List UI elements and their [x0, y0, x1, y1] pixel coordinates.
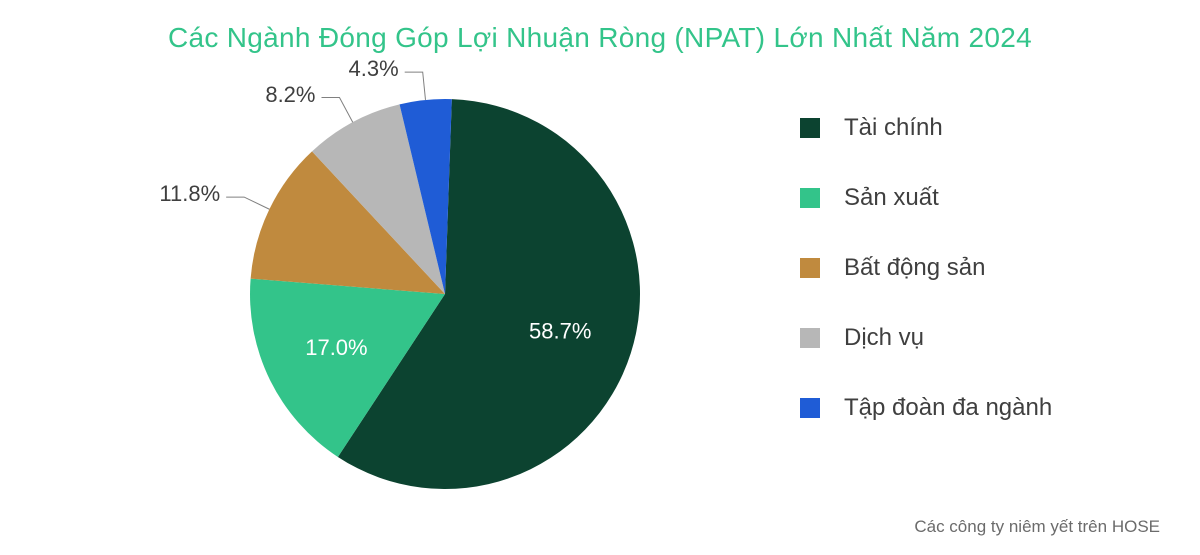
legend-label: Sản xuất — [844, 184, 939, 212]
legend: Tài chính Sản xuất Bất động sản Dịch vụ Tập … — [800, 114, 1052, 422]
legend-label: Bất động sản — [844, 254, 985, 282]
legend-item: Dịch vụ — [800, 324, 1052, 352]
pie-chart: 58.7% 17.0% — [235, 84, 655, 504]
chart-title: Các Ngành Đóng Góp Lợi Nhuận Ròng (NPAT)… — [0, 0, 1200, 54]
legend-swatch — [800, 188, 820, 208]
chart-area: 58.7% 17.0% Tài chính Sản xuất Bất động sản… — [0, 54, 1200, 514]
legend-item: Tài chính — [800, 114, 1052, 142]
footnote: Các công ty niêm yết trên HOSE — [914, 517, 1160, 537]
legend-swatch — [800, 328, 820, 348]
slice-label: 8.2% — [265, 82, 315, 108]
legend-item: Bất động sản — [800, 254, 1052, 282]
slice-label: 17.0% — [305, 335, 367, 360]
legend-swatch — [800, 258, 820, 278]
legend-swatch — [800, 118, 820, 138]
legend-swatch — [800, 398, 820, 418]
pie-svg: 58.7% 17.0% — [235, 84, 655, 504]
slice-label: 58.7% — [529, 319, 591, 344]
legend-item: Sản xuất — [800, 184, 1052, 212]
slice-label: 11.8% — [159, 181, 220, 207]
legend-label: Dịch vụ — [844, 324, 924, 352]
slice-label: 4.3% — [349, 56, 399, 82]
legend-label: Tập đoàn đa ngành — [844, 394, 1052, 422]
legend-label: Tài chính — [844, 114, 943, 142]
legend-item: Tập đoàn đa ngành — [800, 394, 1052, 422]
